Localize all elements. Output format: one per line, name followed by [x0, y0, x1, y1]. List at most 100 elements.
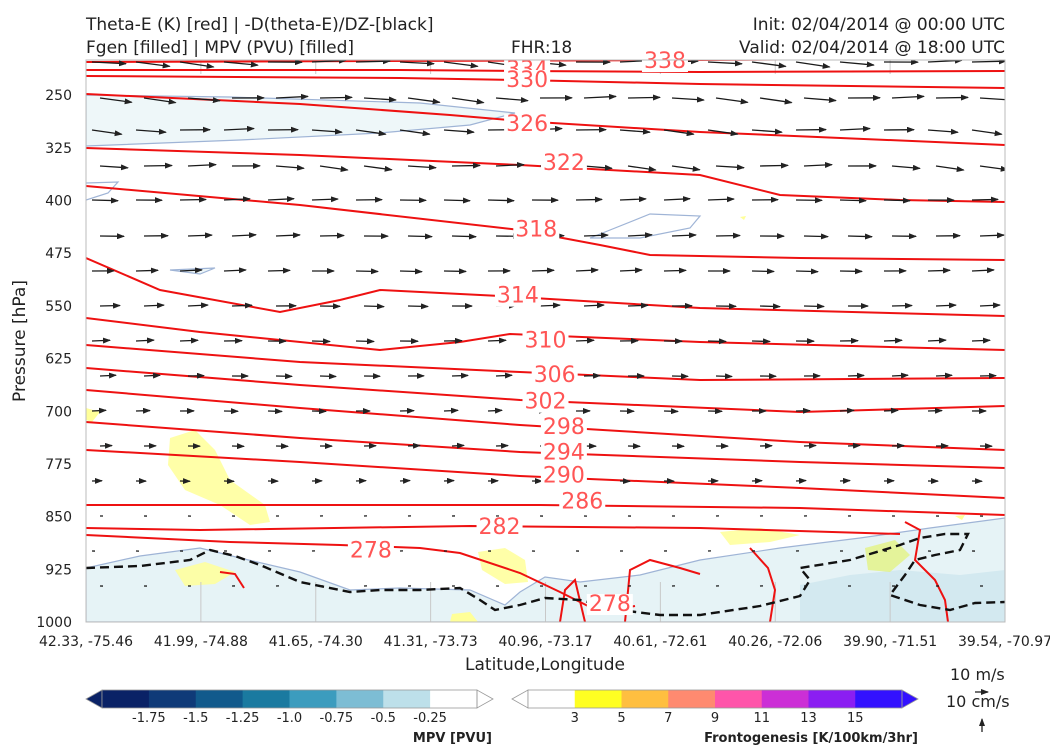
- theta-line-302: [86, 367, 1005, 414]
- wind-vector: [575, 196, 603, 203]
- wind-vector: [407, 164, 437, 171]
- y-tick-label: 925: [45, 562, 72, 578]
- wind-vector: [231, 232, 257, 239]
- wind-vector: [971, 267, 995, 274]
- theta-e-contours: [86, 60, 1005, 622]
- theta-e-label: 310: [525, 329, 567, 354]
- fgen-blob-4: [175, 562, 235, 586]
- theta-e-label-bg: [559, 491, 606, 513]
- fgen-blob-7: [740, 216, 746, 220]
- x-axis-title: Latitude,Longitude: [465, 655, 625, 675]
- fgen-blob-3: [720, 528, 800, 545]
- fgen-colorbar-swatch: [621, 690, 669, 708]
- wind-vector: [311, 60, 347, 64]
- fgen-blob-9: [955, 515, 965, 520]
- mpv-colorbar-extend-right: [476, 689, 494, 709]
- wind-vector: [707, 196, 735, 203]
- wind-vector: [451, 97, 485, 105]
- y-tick-label: 550: [45, 299, 72, 315]
- wind-vector: [143, 302, 165, 309]
- wind-vector: [223, 267, 247, 274]
- wind-vector: [443, 197, 471, 204]
- fgen-colorbar-frame: [527, 689, 903, 709]
- wind-vector: [891, 164, 921, 171]
- y-tick-label: 475: [45, 246, 72, 262]
- fgen-colorbar-title: Frontogenesis [K/100km/3hr]: [704, 731, 918, 746]
- wind-vector: [99, 164, 129, 171]
- theta-e-label-bg: [513, 219, 560, 241]
- reference-vector-horizontal-label: 10 m/s: [950, 665, 1005, 684]
- theta-e-label: 298: [543, 415, 585, 440]
- wind-vector: [399, 268, 423, 275]
- wind-vector: [759, 162, 789, 169]
- wind-vector: [891, 93, 925, 100]
- mpv-colorbar-swatch: [242, 690, 290, 708]
- mpv-colorbar-swatch: [336, 690, 384, 708]
- theta-e-label-bg: [504, 114, 551, 136]
- wind-vector: [935, 94, 969, 101]
- wind-vector: [751, 128, 783, 135]
- wind-vector: [363, 96, 397, 103]
- wind-vector: [319, 165, 349, 172]
- wind-vector: [883, 407, 899, 414]
- theta-line-326: [86, 93, 1005, 146]
- theta-e-label: 278: [350, 539, 392, 564]
- wind-vector: [187, 232, 213, 239]
- theta-e-label: 330: [506, 68, 548, 93]
- wind-vector: [223, 125, 255, 132]
- mpv-colorbar-label: -1.0: [277, 711, 302, 726]
- mpv-colorbar-swatch: [289, 690, 337, 708]
- fgen-colorbar-swatch: [855, 690, 903, 708]
- wind-vector: [803, 233, 829, 240]
- wind-vector: [979, 302, 1001, 309]
- wind-vector: [847, 233, 873, 240]
- fgen-colorbar-swatch: [808, 690, 856, 708]
- wind-vector: [135, 128, 167, 135]
- wind-vector: [575, 267, 599, 274]
- wind-vector: [891, 302, 913, 309]
- theta-line-338: [86, 60, 853, 63]
- wind-vector: [979, 96, 1005, 103]
- wind-vector: [99, 97, 133, 105]
- wind-vector: [627, 94, 661, 101]
- wind-vector: [91, 60, 127, 67]
- wind-vector: [135, 337, 155, 344]
- title-line-2: Fgen [filled] | MPV (PVU) [filled]: [86, 38, 355, 58]
- theta-line-282: [86, 524, 901, 535]
- wind-vector: [451, 162, 481, 169]
- mpv-colorbar-label: -1.75: [132, 711, 166, 726]
- wind-vector: [495, 97, 529, 104]
- y-tick-label: 625: [45, 352, 72, 368]
- theta-e-label: 318: [515, 218, 557, 243]
- theta-e-label: 278: [589, 592, 631, 617]
- wind-vector: [663, 267, 687, 274]
- wind-vector: [707, 60, 743, 67]
- wind-vector: [179, 337, 199, 344]
- wind-vector: [971, 129, 1003, 137]
- wind-vector: [487, 197, 515, 204]
- wind-vector: [443, 407, 459, 414]
- theta-line-298: [86, 389, 1005, 451]
- wind-vector: [275, 232, 301, 239]
- wind-vector: [619, 267, 643, 274]
- wind-vector: [443, 128, 475, 135]
- wind-vector: [231, 302, 253, 309]
- fgen-blob-6: [86, 408, 100, 422]
- wind-vector: [671, 96, 705, 103]
- wind-vector: [971, 60, 1005, 65]
- wind-vector: [979, 165, 1005, 172]
- wind-vector: [91, 407, 107, 414]
- theta-e-label: 294: [543, 440, 585, 465]
- wind-vector: [839, 197, 867, 204]
- wind-vector: [583, 164, 613, 171]
- wind-vector: [803, 161, 833, 168]
- fgen-colorbar-swatch: [761, 690, 809, 708]
- x-tick-label: 41.99, -74.88: [154, 634, 248, 650]
- wind-vector: [319, 94, 353, 101]
- fgen-colorbar-label: 5: [617, 711, 625, 726]
- x-tick-label: 39.90, -71.51: [843, 634, 937, 650]
- wind-vector: [223, 61, 259, 68]
- fgen-colorbar-label: 15: [847, 711, 864, 726]
- wind-vector: [399, 129, 431, 137]
